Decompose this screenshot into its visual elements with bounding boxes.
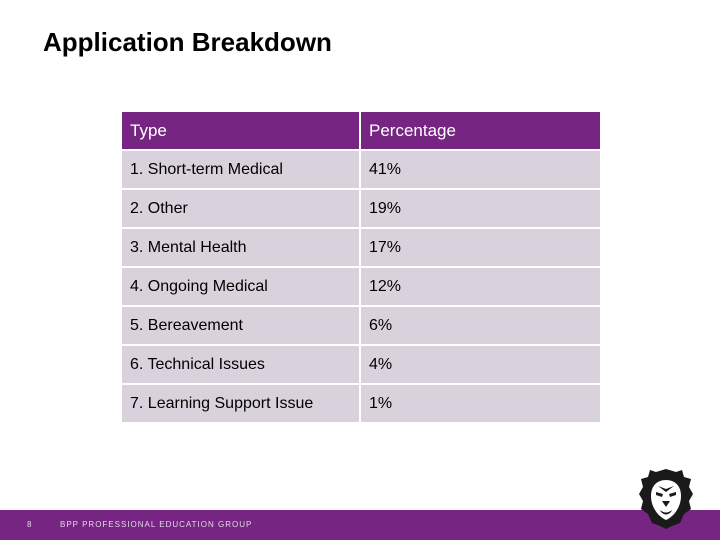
percentage-cell: 19% [359,188,602,229]
type-cell: 4. Ongoing Medical [120,266,361,307]
column-header-percentage: Percentage [359,110,602,151]
table-row: 4. Ongoing Medical 12% [120,266,602,307]
percentage-cell: 12% [359,266,602,307]
footer-organization: BPP PROFESSIONAL EDUCATION GROUP [60,520,253,529]
footer-bar [0,510,720,540]
type-cell: 6. Technical Issues [120,344,361,385]
table-row: 7. Learning Support Issue 1% [120,383,602,424]
percentage-cell: 1% [359,383,602,424]
type-cell: 1. Short-term Medical [120,149,361,190]
table-row: 2. Other 19% [120,188,602,229]
column-header-type: Type [120,110,361,151]
percentage-cell: 17% [359,227,602,268]
table-row: 5. Bereavement 6% [120,305,602,346]
percentage-cell: 41% [359,149,602,190]
type-cell: 5. Bereavement [120,305,361,346]
slide-title: Application Breakdown [43,27,332,57]
table-row: 3. Mental Health 17% [120,227,602,268]
table-row: 1. Short-term Medical 41% [120,149,602,190]
table-row: 6. Technical Issues 4% [120,344,602,385]
page-number: 8 [27,520,32,529]
type-cell: 3. Mental Health [120,227,361,268]
table-header-row: Type Percentage [120,110,602,151]
percentage-cell: 6% [359,305,602,346]
percentage-cell: 4% [359,344,602,385]
type-cell: 7. Learning Support Issue [120,383,361,424]
application-breakdown-table: Type Percentage 1. Short-term Medical 41… [120,110,602,424]
lion-head-logo-icon [639,469,693,529]
type-cell: 2. Other [120,188,361,229]
